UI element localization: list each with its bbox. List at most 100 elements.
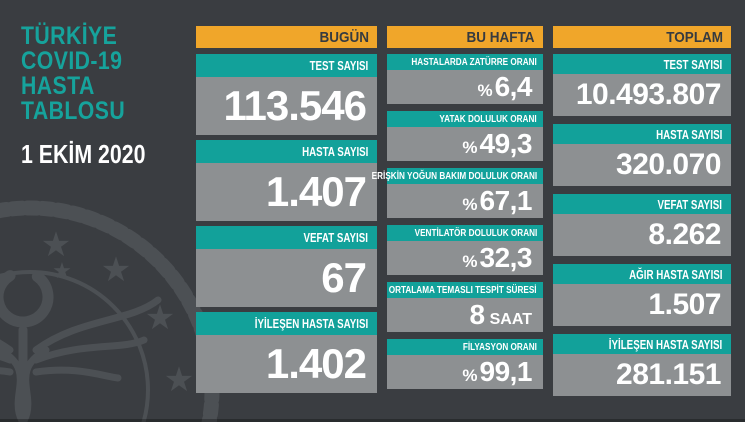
column-header-toplam: TOPLAM <box>553 26 731 48</box>
stat-value: 113.546 <box>223 82 367 129</box>
stat-block-iyilesen-hasta-sayisi: İYİLEŞEN HASTA SAYISI 1.402 <box>196 312 377 393</box>
stat-label-bar: VEFAT SAYISI <box>196 226 377 249</box>
stat-label-bar: FİLYASYON ORANI <box>387 339 543 355</box>
stat-label: TEST SAYISI <box>309 58 368 73</box>
stat-block-hasta-sayisi: HASTA SAYISI 1.407 <box>196 140 377 221</box>
stat-value: 10.493.807 <box>575 78 722 111</box>
stat-value-prefix: % <box>462 138 478 157</box>
stat-label: YATAK DOLULUK ORANI <box>439 113 537 125</box>
column-header-bu-hafta: BU HAFTA <box>387 26 543 48</box>
column-header-label: BU HAFTA <box>467 28 535 46</box>
stat-label-bar: ORTALAMA TEMASLI TESPİT SÜRESİ <box>387 282 543 298</box>
stat-label: HASTA SAYISI <box>655 126 722 142</box>
stat-block-zaturre-orani: HASTALARDA ZATÜRRE ORANI % 6,4 <box>387 54 543 104</box>
stat-value: 8.262 <box>648 218 721 251</box>
stat-value: 67,1 <box>479 185 533 216</box>
stat-label-bar: VEFAT SAYISI <box>553 194 731 214</box>
stat-label-bar: TEST SAYISI <box>196 54 377 77</box>
stat-block-toplam-test-sayisi: TEST SAYISI 10.493.807 <box>553 54 731 116</box>
stat-label: ERİŞKİN YOĞUN BAKIM DOLULUK ORANI <box>371 170 537 182</box>
stat-value-cell: 1.407 <box>196 163 377 221</box>
stat-label: VEFAT SAYISI <box>657 196 722 212</box>
stat-value: 8 <box>469 299 486 330</box>
stat-label-bar: HASTA SAYISI <box>196 140 377 163</box>
stat-value-cell: 10.493.807 <box>553 74 731 116</box>
stat-label-bar: AĞIR HASTA SAYISI <box>553 264 731 284</box>
stat-block-toplam-iyilesen-hasta-sayisi: İYİLEŞEN HASTA SAYISI 281.151 <box>553 334 731 396</box>
stat-label: İYİLEŞEN HASTA SAYISI <box>254 316 368 331</box>
svg-text:★: ★ <box>41 225 71 265</box>
stat-value: 32,3 <box>479 242 533 273</box>
stat-value: 6,4 <box>494 71 533 102</box>
stat-label: FİLYASYON ORANI <box>462 341 537 353</box>
stat-label: İYİLEŞEN HASTA SAYISI <box>608 336 722 352</box>
health-ministry-emblem-icon: ★ ★ ★ ★ ★ ★ ★ <box>0 200 220 422</box>
title-line: TÜRKİYE <box>21 22 118 50</box>
stat-label-bar: İYİLEŞEN HASTA SAYISI <box>196 312 377 335</box>
column-header-bugun: BUGÜN <box>196 26 377 48</box>
stat-label: HASTA SAYISI <box>301 144 368 159</box>
stat-value-cell: 113.546 <box>196 77 377 135</box>
stat-value-cell: 320.070 <box>553 144 731 186</box>
stat-value-cell: 281.151 <box>553 354 731 396</box>
stat-value: 1.402 <box>265 340 367 387</box>
stat-label-bar: İYİLEŞEN HASTA SAYISI <box>553 334 731 354</box>
stat-value-prefix: % <box>462 195 478 214</box>
stat-block-ventilator-doluluk: VENTİLATÖR DOLULUK ORANI % 32,3 <box>387 225 543 275</box>
column-toplam: TOPLAM TEST SAYISI 10.493.807 HASTA SAYI… <box>553 26 731 404</box>
stat-label-bar: HASTALARDA ZATÜRRE ORANI <box>387 54 543 70</box>
column-bugun: BUGÜN TEST SAYISI 113.546 HASTA SAYISI 1… <box>196 26 377 398</box>
stat-value: 281.151 <box>616 358 721 391</box>
stat-block-filyasyon-orani: FİLYASYON ORANI % 99,1 <box>387 339 543 389</box>
stat-value-cell: % 67,1 <box>387 184 543 218</box>
stat-label-bar: HASTA SAYISI <box>553 124 731 144</box>
title-line: COVID-19 <box>21 47 123 75</box>
stat-value-cell: 8.262 <box>553 214 731 256</box>
title-line: HASTA <box>21 72 95 100</box>
stat-label: ORTALAMA TEMASLI TESPİT SÜRESİ <box>389 284 537 296</box>
stat-value: 320.070 <box>616 148 721 181</box>
stat-value-cell: 1.507 <box>553 284 731 326</box>
stat-block-toplam-vefat-sayisi: VEFAT SAYISI 8.262 <box>553 194 731 256</box>
stat-value: 1.407 <box>265 168 367 215</box>
stat-block-temasli-tespit-suresi: ORTALAMA TEMASLI TESPİT SÜRESİ 8 SAAT <box>387 282 543 332</box>
stat-label-bar: YATAK DOLULUK ORANI <box>387 111 543 127</box>
svg-text:★: ★ <box>52 259 72 284</box>
stat-label-bar: VENTİLATÖR DOLULUK ORANI <box>387 225 543 241</box>
stat-value-prefix: % <box>477 81 493 100</box>
stat-value-cell: 67 <box>196 249 377 307</box>
stat-block-yogun-bakim-doluluk: ERİŞKİN YOĞUN BAKIM DOLULUK ORANI % 67,1 <box>372 168 543 218</box>
stat-value-cell: % 99,1 <box>387 355 543 389</box>
stat-label-bar: ERİŞKİN YOĞUN BAKIM DOLULUK ORANI <box>372 168 543 184</box>
stat-value-cell: % 6,4 <box>387 70 543 104</box>
stat-label: VEFAT SAYISI <box>303 230 368 245</box>
stat-value-cell: 8 SAAT <box>387 298 543 332</box>
svg-text:★: ★ <box>145 298 175 338</box>
stat-value: 49,3 <box>479 128 533 159</box>
stat-value-prefix: % <box>462 366 478 385</box>
report-date: 1 EKİM 2020 <box>21 139 146 169</box>
column-bu-hafta: BU HAFTA HASTALARDA ZATÜRRE ORANI % 6,4 Y… <box>372 26 543 396</box>
stat-label: AĞIR HASTA SAYISI <box>628 266 722 282</box>
title-line: TABLOSU <box>21 97 126 125</box>
sidebar: TÜRKİYE COVID-19 HASTA TABLOSU 1 EKİM 20… <box>21 24 196 170</box>
stat-label-bar: TEST SAYISI <box>553 54 731 74</box>
stat-value-prefix: % <box>462 252 478 271</box>
stat-value-cell: % 49,3 <box>387 127 543 161</box>
stat-value: 99,1 <box>479 356 533 387</box>
stat-value-suffix: SAAT <box>489 311 532 328</box>
stat-value-cell: 1.402 <box>196 335 377 393</box>
column-header-label: TOPLAM <box>666 28 723 46</box>
stat-value-cell: % 32,3 <box>387 241 543 275</box>
svg-text:★: ★ <box>101 250 131 290</box>
stat-block-toplam-hasta-sayisi: HASTA SAYISI 320.070 <box>553 124 731 186</box>
stat-block-vefat-sayisi: VEFAT SAYISI 67 <box>196 226 377 307</box>
stat-value: 1.507 <box>648 288 721 321</box>
svg-text:★: ★ <box>164 360 194 400</box>
stat-label: VENTİLATÖR DOLULUK ORANI <box>414 227 537 239</box>
stat-value: 67 <box>321 254 367 301</box>
bottom-edge-shadow <box>0 419 745 422</box>
stat-label: TEST SAYISI <box>663 56 722 72</box>
stat-block-agir-hasta-sayisi: AĞIR HASTA SAYISI 1.507 <box>553 264 731 326</box>
